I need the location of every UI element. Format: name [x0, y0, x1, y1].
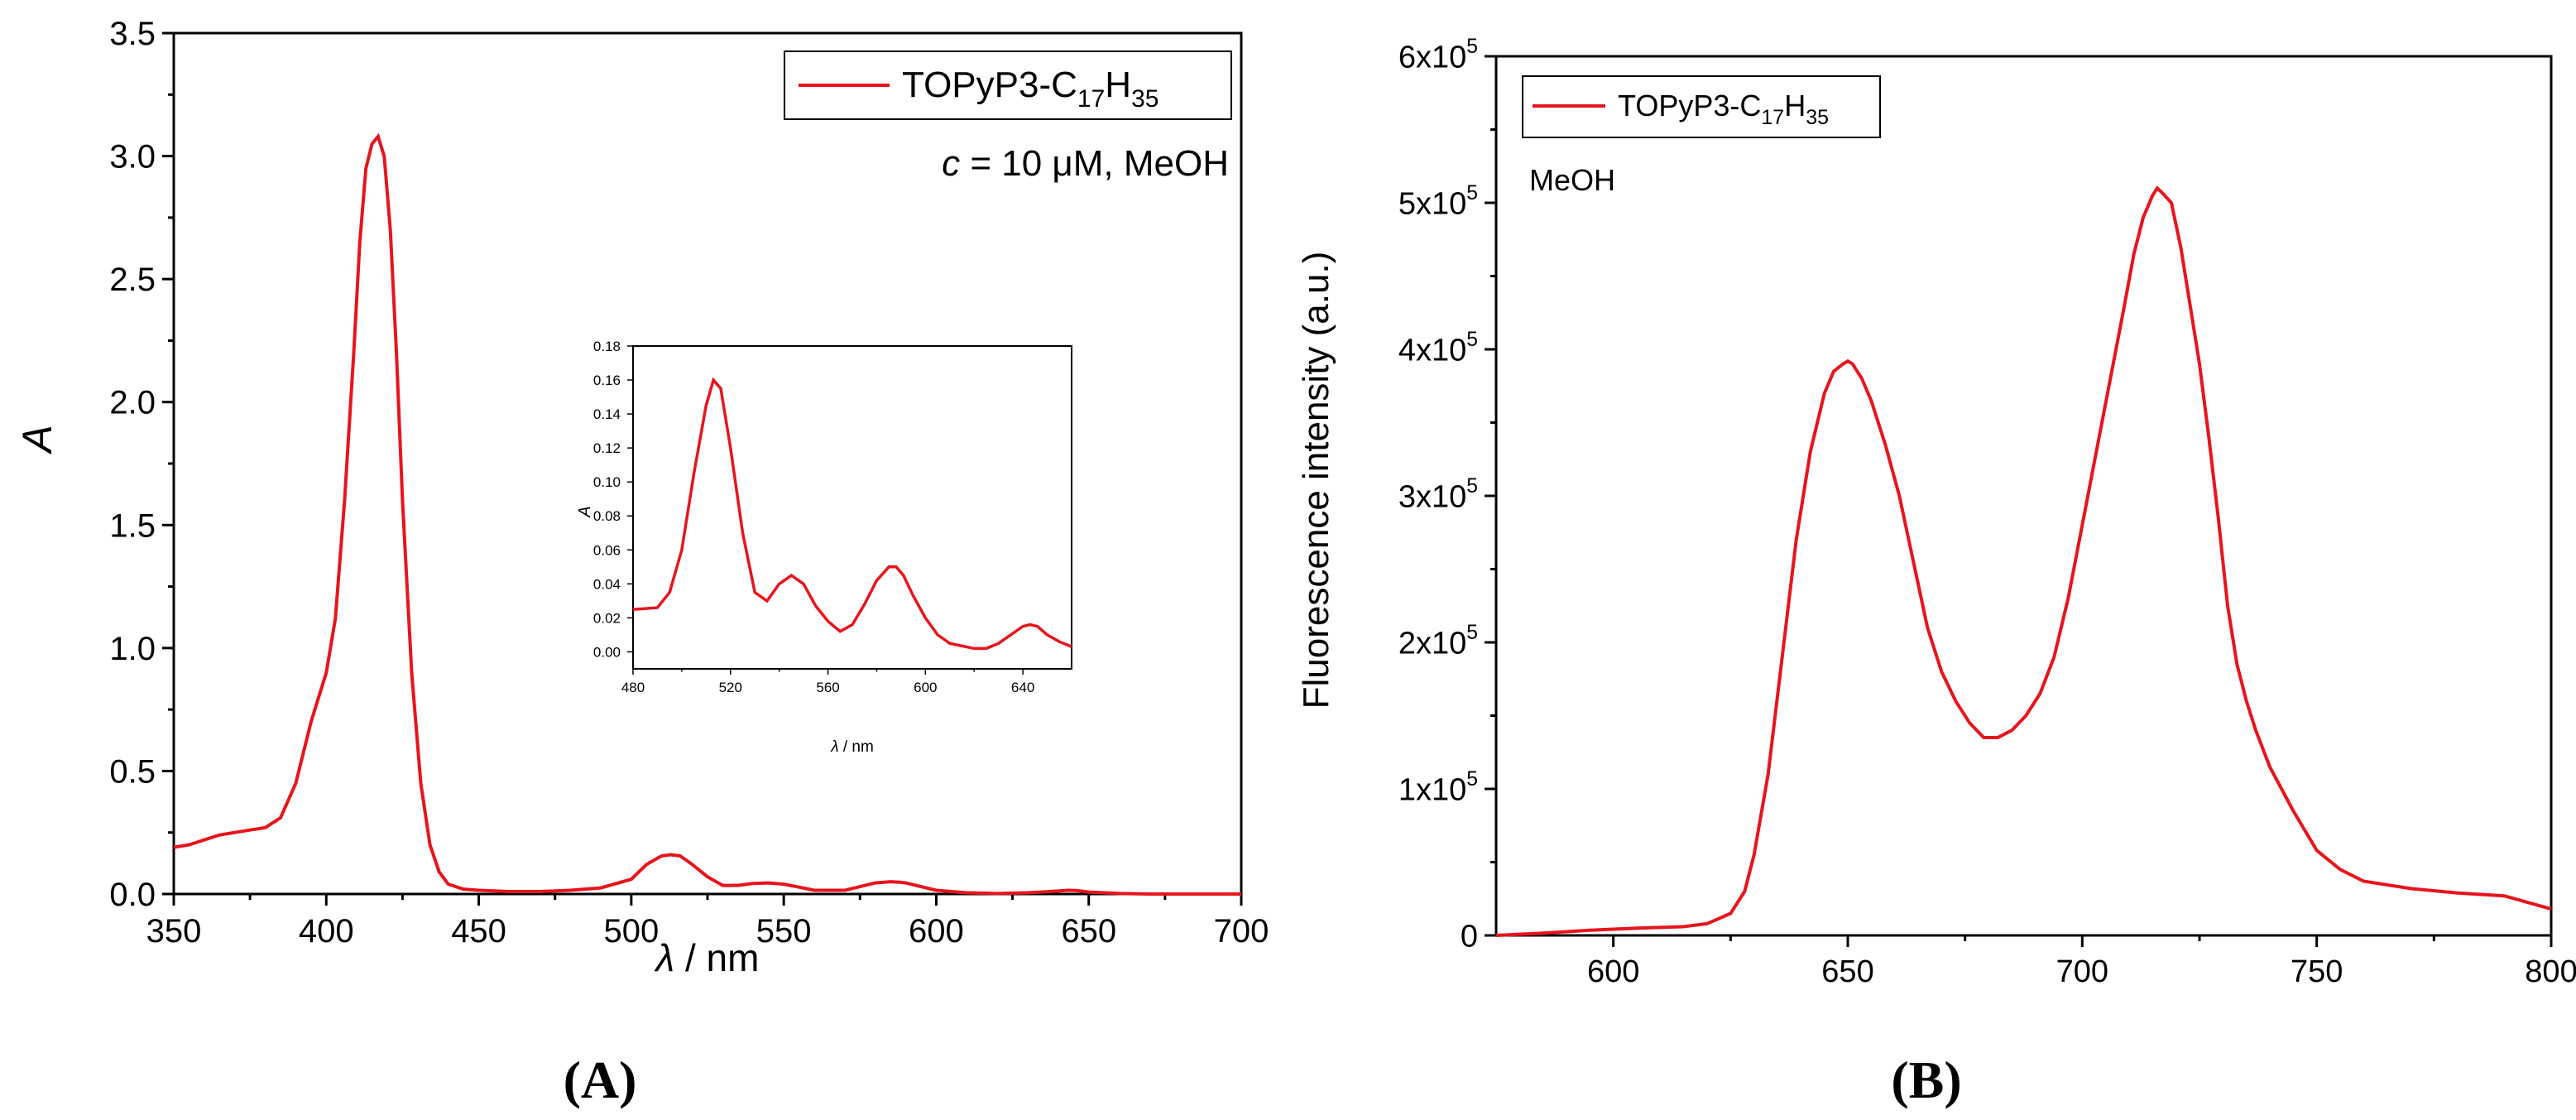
- inset-x-ticks: 480 520 560 600 640: [621, 669, 1034, 695]
- inset-y-axis-label: A: [576, 506, 594, 517]
- y-tick-label: 6x105: [1398, 36, 1478, 75]
- y-tick-label: 0.10: [593, 474, 621, 490]
- y-tick-label: 2x105: [1398, 622, 1478, 661]
- x-tick-label: 500: [603, 913, 659, 949]
- x-tick-label: 700: [2056, 954, 2108, 989]
- x-tick-label: 650: [1821, 954, 1873, 989]
- panel-a-legend: TOPyP3-C17H35: [784, 50, 1232, 120]
- panel-a-legend-label: TOPyP3-C17H35: [902, 65, 1158, 113]
- panel-a-inset-chart: 480 520 560 600 640 0.00 0.02 0.04 0.06 0.08 0.10…: [576, 339, 1072, 756]
- y-tick-label: 1x105: [1398, 768, 1478, 807]
- x-tick-label: 350: [146, 913, 202, 949]
- y-tick-label: 2.0: [109, 385, 156, 421]
- x-tick-label: 700: [1214, 913, 1269, 949]
- y-tick-label: 0.00: [593, 644, 621, 660]
- inset-plot-frame: [632, 345, 1072, 670]
- panel-a-annotation: c = 10 μM, MeOH: [942, 143, 1229, 184]
- x-tick-label: 600: [909, 913, 964, 949]
- y-tick-label: 0.06: [593, 542, 621, 558]
- y-tick-label: 0.16: [593, 373, 621, 388]
- x-tick-label: 800: [2525, 954, 2576, 989]
- panel-a-x-axis-label: λ / nm: [654, 936, 760, 979]
- x-tick-label: 650: [1061, 913, 1116, 949]
- inset-x-axis-label: λ / nm: [830, 738, 874, 756]
- panel-a-y-ticks: 0.0 0.5 1.0 1.5 2.0 2.5 3.0 3.5: [109, 16, 174, 913]
- y-tick-label: 0.08: [593, 508, 621, 524]
- inset-series-line: [632, 377, 1072, 651]
- y-tick-label: 3x105: [1398, 475, 1478, 514]
- y-tick-label: 3.0: [109, 139, 156, 175]
- y-tick-label: 3.5: [109, 16, 156, 52]
- x-tick-label: 600: [1587, 954, 1639, 989]
- x-tick-label: 560: [816, 680, 839, 695]
- y-tick-label: 1.0: [109, 631, 156, 667]
- y-tick-label: 0.5: [109, 753, 156, 790]
- inset-y-ticks: 0.00 0.02 0.04 0.06 0.08 0.10 0.12 0.14 0.16 0.18: [593, 339, 633, 660]
- x-tick-label: 480: [621, 680, 645, 695]
- panel-a-series-line: [173, 132, 1241, 896]
- y-tick-label: 0.18: [593, 339, 621, 354]
- panel-b-x-ticks: 600 650 700 750 800: [1587, 935, 2576, 989]
- x-tick-label: 520: [719, 680, 742, 695]
- y-tick-label: 0.04: [593, 576, 621, 592]
- y-tick-label: 0.12: [593, 440, 621, 456]
- y-tick-label: 0: [1461, 919, 1478, 954]
- y-tick-label: 0.02: [593, 610, 621, 626]
- y-tick-label: 4x105: [1398, 329, 1478, 368]
- panel-a-y-axis-label: A: [14, 425, 60, 454]
- panel-b-y-ticks: 0 1x105 2x105 3x105 4x105 5x105 6x105: [1398, 36, 1496, 954]
- panel-b-legend: TOPyP3-C17H35: [1522, 75, 1881, 138]
- panel-b-caption: (B): [1891, 1050, 1961, 1109]
- panel-b-y-axis-label: Fluorescence intensity (a.u.): [1296, 252, 1336, 709]
- x-tick-label: 640: [1011, 680, 1034, 695]
- x-tick-label: 400: [299, 913, 354, 949]
- panel-b-annotation: MeOH: [1529, 163, 1615, 197]
- y-tick-label: 5x105: [1398, 182, 1478, 221]
- y-tick-label: 2.5: [109, 262, 156, 298]
- x-tick-label: 600: [914, 680, 937, 695]
- panel-a-chart: 350 400 450 500 550 600 650 700 0.0 0.5 1.0 1.5 2.0…: [14, 16, 1269, 1109]
- y-tick-label: 1.5: [109, 507, 156, 544]
- panel-b-plot-frame: [1494, 55, 2553, 937]
- y-tick-label: 0.14: [593, 406, 621, 422]
- x-tick-label: 450: [451, 913, 506, 949]
- y-tick-label: 0.0: [109, 877, 156, 913]
- panel-b-legend-label: TOPyP3-C17H35: [1618, 89, 1829, 129]
- panel-b-series-line: [1495, 185, 2552, 937]
- x-tick-label: 550: [756, 913, 812, 949]
- panel-a-caption: (A): [564, 1050, 637, 1109]
- panel-a-x-ticks: 350 400 450 500 550 600 650 700: [146, 894, 1269, 949]
- x-tick-label: 750: [2291, 954, 2343, 989]
- panel-b-chart: 600 650 700 750 800 0 1x105 2x105 3x105 4x105 5x1…: [1296, 36, 2576, 1109]
